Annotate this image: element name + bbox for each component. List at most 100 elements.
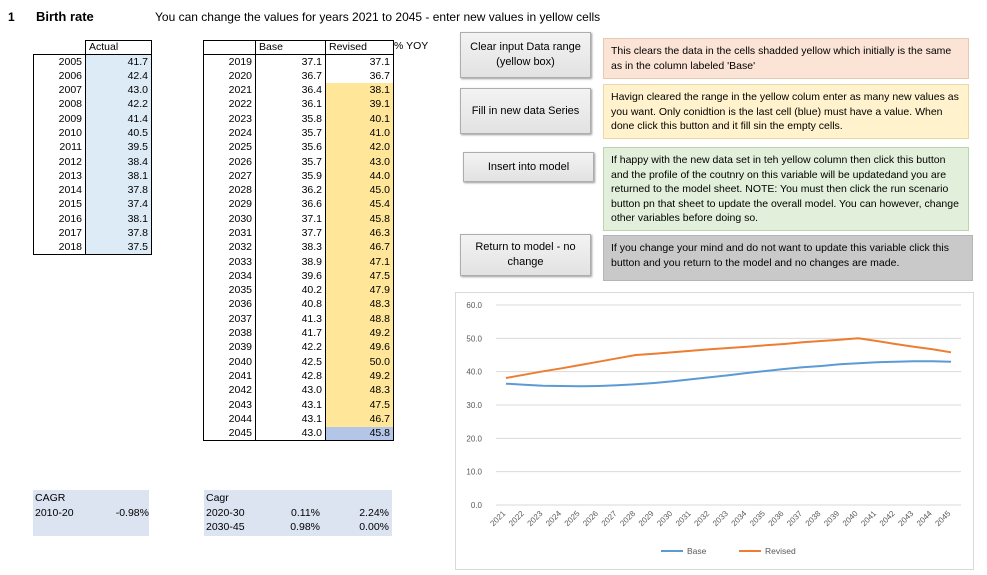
insert-note: If happy with the new data set in teh ye… <box>603 147 969 231</box>
table-row: 2033 38.9 47.1 <box>203 254 394 270</box>
year-cell: 2035 <box>203 283 256 298</box>
year-cell: 2016 <box>33 212 86 227</box>
x-tick-label: 2044 <box>915 509 934 528</box>
revised-input-cell[interactable]: 49.2 <box>325 326 394 341</box>
table-row: 2005 41.7 <box>33 54 152 70</box>
year-cell: 2044 <box>203 412 256 427</box>
base-value-cell: 35.7 <box>255 154 326 170</box>
base-header: Base <box>255 39 326 55</box>
revised-input-cell[interactable]: 47.1 <box>325 254 394 270</box>
revised-input-cell[interactable]: 44.0 <box>325 169 394 184</box>
birth-rate-chart[interactable]: 0.0 10.0 20.0 30.0 40.0 50.0 60.0 2021 2022 2023 2… <box>455 292 974 570</box>
actual-value-cell: 38.1 <box>85 169 152 184</box>
actual-value-cell: 38.1 <box>85 212 152 227</box>
revised-input-cell[interactable]: 42.0 <box>325 140 394 155</box>
table-row: 2035 40.2 47.9 <box>203 283 394 298</box>
revised-input-cell[interactable]: 38.1 <box>325 83 394 98</box>
table-row: 2021 36.4 38.1 <box>203 83 394 98</box>
year-cell: 2005 <box>33 54 86 70</box>
base-value-cell: 40.8 <box>255 297 326 313</box>
x-tick-label: 2033 <box>711 509 730 528</box>
revised-input-cell[interactable]: 41.0 <box>325 126 394 141</box>
y-tick-label: 10.0 <box>466 468 482 477</box>
base-value-cell: 43.1 <box>255 412 326 427</box>
x-tick-label: 2023 <box>526 509 545 528</box>
year-cell: 2037 <box>203 312 256 327</box>
year-cell: 2018 <box>33 240 86 256</box>
base-value-cell: 43.0 <box>255 383 326 398</box>
base-value-cell: 36.2 <box>255 183 326 198</box>
revised-input-cell[interactable]: 48.3 <box>325 297 394 313</box>
cagr-base-value: 0.11% <box>291 507 320 519</box>
revised-input-cell[interactable]: 45.8 <box>325 212 394 227</box>
actual-value-cell: 42.2 <box>85 97 152 112</box>
table-row: 2028 36.2 45.0 <box>203 183 394 198</box>
x-tick-label: 2021 <box>488 509 507 528</box>
projection-table: Base Revised 2019 37.1 37.1 2020 36.7 36.7 202… <box>203 39 394 442</box>
x-tick-label: 2027 <box>600 509 619 528</box>
table-row: 2039 42.2 49.6 <box>203 340 394 356</box>
x-tick-label: 2035 <box>748 509 767 528</box>
revised-input-cell[interactable]: 45.0 <box>325 183 394 198</box>
actual-value-cell: 41.4 <box>85 111 152 127</box>
return-note: If you change your mind and do not want … <box>603 235 973 281</box>
revised-input-cell[interactable]: 49.2 <box>325 369 394 384</box>
x-tick-label: 2031 <box>674 509 693 528</box>
x-tick-label: 2025 <box>563 509 582 528</box>
clear-note: This clears the data in the cells shadde… <box>603 38 969 79</box>
year-cell: 2036 <box>203 297 256 313</box>
sheet-title: Birth rate <box>36 9 94 24</box>
base-value-cell: 36.7 <box>255 69 326 84</box>
y-tick-label: 20.0 <box>466 434 482 443</box>
cagr-base-value: 0.98% <box>290 521 320 533</box>
actual-value-cell: 37.8 <box>85 226 152 241</box>
yoy-header: % YOY <box>394 40 429 52</box>
base-value-cell: 40.2 <box>255 283 326 298</box>
revised-input-cell[interactable]: 49.6 <box>325 340 394 356</box>
revised-input-cell[interactable]: 47.5 <box>325 269 394 284</box>
cagr-label: CAGR <box>35 492 66 504</box>
revised-input-cell[interactable]: 40.1 <box>325 111 394 127</box>
revised-input-cell[interactable]: 48.3 <box>325 383 394 398</box>
cagr-period: 2010-20 <box>35 507 74 519</box>
actual-value-cell: 37.5 <box>85 240 152 256</box>
revised-input-cell[interactable]: 46.7 <box>325 240 394 255</box>
table-row: 2027 35.9 44.0 <box>203 169 394 184</box>
cagr-period: 2030-45 <box>206 521 245 533</box>
year-cell: 2045 <box>203 426 256 442</box>
revised-input-cell[interactable]: 45.4 <box>325 197 394 213</box>
revised-input-cell[interactable]: 47.5 <box>325 397 394 413</box>
base-value-cell: 35.9 <box>255 169 326 184</box>
x-tick-label: 2042 <box>878 509 897 528</box>
table-row: 2017 37.8 <box>33 226 152 241</box>
revised-input-cell[interactable]: 47.9 <box>325 283 394 298</box>
series-line-revised <box>505 337 952 379</box>
base-value-cell: 42.2 <box>255 340 326 356</box>
revised-input-cell[interactable]: 46.7 <box>325 412 394 427</box>
table-row: 2006 42.4 <box>33 69 152 84</box>
base-value-cell: 35.7 <box>255 126 326 141</box>
revised-input-cell[interactable]: 50.0 <box>325 355 394 370</box>
fill-series-button[interactable]: Fill in new data Series <box>460 88 591 134</box>
revised-input-cell[interactable]: 39.1 <box>325 97 394 112</box>
base-value-cell: 36.6 <box>255 197 326 213</box>
actual-value-cell: 37.4 <box>85 197 152 213</box>
insert-into-model-button[interactable]: Insert into model <box>463 152 594 182</box>
clear-input-button[interactable]: Clear input Data range (yellow box) <box>460 32 591 78</box>
table-row: 2022 36.1 39.1 <box>203 97 394 112</box>
actual-header: Actual <box>85 39 152 55</box>
x-tick-label: 2037 <box>785 509 804 528</box>
revised-input-cell[interactable]: 43.0 <box>325 154 394 170</box>
return-to-model-button[interactable]: Return to model - no change <box>460 234 591 276</box>
revised-input-cell[interactable]: 45.8 <box>325 426 394 442</box>
table-row: 2034 39.6 47.5 <box>203 269 394 284</box>
year-cell: 2026 <box>203 154 256 170</box>
year-cell: 2024 <box>203 126 256 141</box>
y-tick-label: 40.0 <box>466 368 482 377</box>
year-cell: 2043 <box>203 397 256 413</box>
x-tick-label: 2034 <box>730 509 749 528</box>
revised-value-cell: 36.7 <box>325 69 394 84</box>
revised-input-cell[interactable]: 48.8 <box>325 312 394 327</box>
y-tick-label: 60.0 <box>466 301 482 310</box>
revised-input-cell[interactable]: 46.3 <box>325 226 394 241</box>
